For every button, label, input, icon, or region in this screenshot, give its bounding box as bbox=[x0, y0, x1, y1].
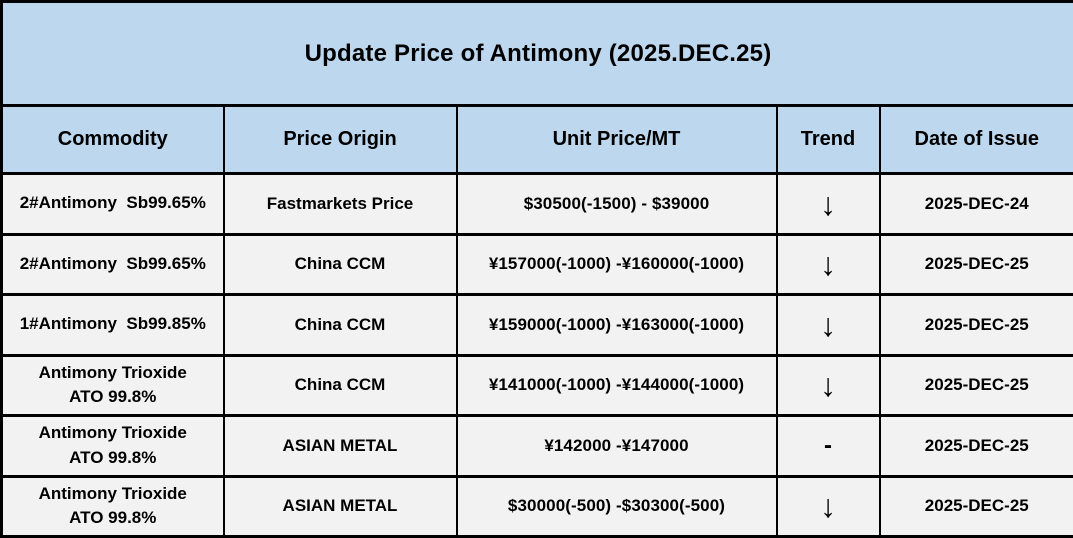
trend-down-icon: ↓ bbox=[820, 306, 836, 343]
price-origin-cell: China CCM bbox=[222, 353, 458, 417]
table-row: 2#Antimony Sb99.65% Fastmarkets Price $3… bbox=[0, 172, 1073, 236]
trend-cell: ↓ bbox=[775, 353, 881, 417]
unit-price-cell: $30500(-1500) - $39000 bbox=[455, 172, 778, 236]
trend-cell: ↓ bbox=[775, 474, 881, 538]
commodity-cell: 2#Antimony Sb99.65% bbox=[0, 172, 225, 236]
commodity-cell: Antimony Trioxide ATO 99.8% bbox=[0, 414, 225, 478]
trend-cell: ↓ bbox=[775, 172, 881, 236]
trend-down-icon: ↓ bbox=[820, 367, 836, 404]
column-header-unit-price: Unit Price/MT bbox=[455, 104, 778, 175]
unit-price-cell: ¥142000 -¥147000 bbox=[455, 414, 778, 478]
commodity-cell: Antimony Trioxide ATO 99.8% bbox=[0, 353, 225, 417]
column-header-date-of-issue: Date of Issue bbox=[878, 104, 1073, 175]
unit-price-cell: ¥157000(-1000) -¥160000(-1000) bbox=[455, 232, 778, 296]
date-cell: 2025-DEC-25 bbox=[878, 474, 1073, 538]
table-row: 2#Antimony Sb99.65% China CCM ¥157000(-1… bbox=[0, 232, 1073, 296]
price-origin-cell: China CCM bbox=[222, 293, 458, 357]
trend-down-icon: ↓ bbox=[820, 488, 836, 525]
date-cell: 2025-DEC-24 bbox=[878, 172, 1073, 236]
column-header-price-origin: Price Origin bbox=[222, 104, 458, 175]
price-origin-cell: ASIAN METAL bbox=[222, 474, 458, 538]
trend-cell: ↓ bbox=[775, 232, 881, 296]
column-header-commodity: Commodity bbox=[0, 104, 225, 175]
unit-price-cell: ¥159000(-1000) -¥163000(-1000) bbox=[455, 293, 778, 357]
price-origin-cell: ASIAN METAL bbox=[222, 414, 458, 478]
trend-down-icon: ↓ bbox=[820, 185, 836, 222]
table-row: 1#Antimony Sb99.85% China CCM ¥159000(-1… bbox=[0, 293, 1073, 357]
trend-down-icon: ↓ bbox=[820, 246, 836, 283]
table-row: Antimony Trioxide ATO 99.8% ASIAN METAL … bbox=[0, 474, 1073, 538]
commodity-cell: 2#Antimony Sb99.65% bbox=[0, 232, 225, 296]
column-header-row: Commodity Price Origin Unit Price/MT Tre… bbox=[0, 104, 1073, 175]
price-origin-cell: Fastmarkets Price bbox=[222, 172, 458, 236]
date-cell: 2025-DEC-25 bbox=[878, 414, 1073, 478]
date-cell: 2025-DEC-25 bbox=[878, 232, 1073, 296]
trend-cell: - bbox=[775, 414, 881, 478]
price-origin-cell: China CCM bbox=[222, 232, 458, 296]
title-row: Update Price of Antimony (2025.DEC.25) bbox=[0, 0, 1073, 107]
trend-flat-icon: - bbox=[824, 431, 832, 459]
trend-cell: ↓ bbox=[775, 293, 881, 357]
table-row: Antimony Trioxide ATO 99.8% China CCM ¥1… bbox=[0, 353, 1073, 417]
page-title: Update Price of Antimony (2025.DEC.25) bbox=[0, 0, 1073, 107]
date-cell: 2025-DEC-25 bbox=[878, 293, 1073, 357]
table-row: Antimony Trioxide ATO 99.8% ASIAN METAL … bbox=[0, 414, 1073, 478]
date-cell: 2025-DEC-25 bbox=[878, 353, 1073, 417]
commodity-cell: Antimony Trioxide ATO 99.8% bbox=[0, 474, 225, 538]
commodity-cell: 1#Antimony Sb99.85% bbox=[0, 293, 225, 357]
unit-price-cell: ¥141000(-1000) -¥144000(-1000) bbox=[455, 353, 778, 417]
column-header-trend: Trend bbox=[775, 104, 881, 175]
unit-price-cell: $30000(-500) -$30300(-500) bbox=[455, 474, 778, 538]
